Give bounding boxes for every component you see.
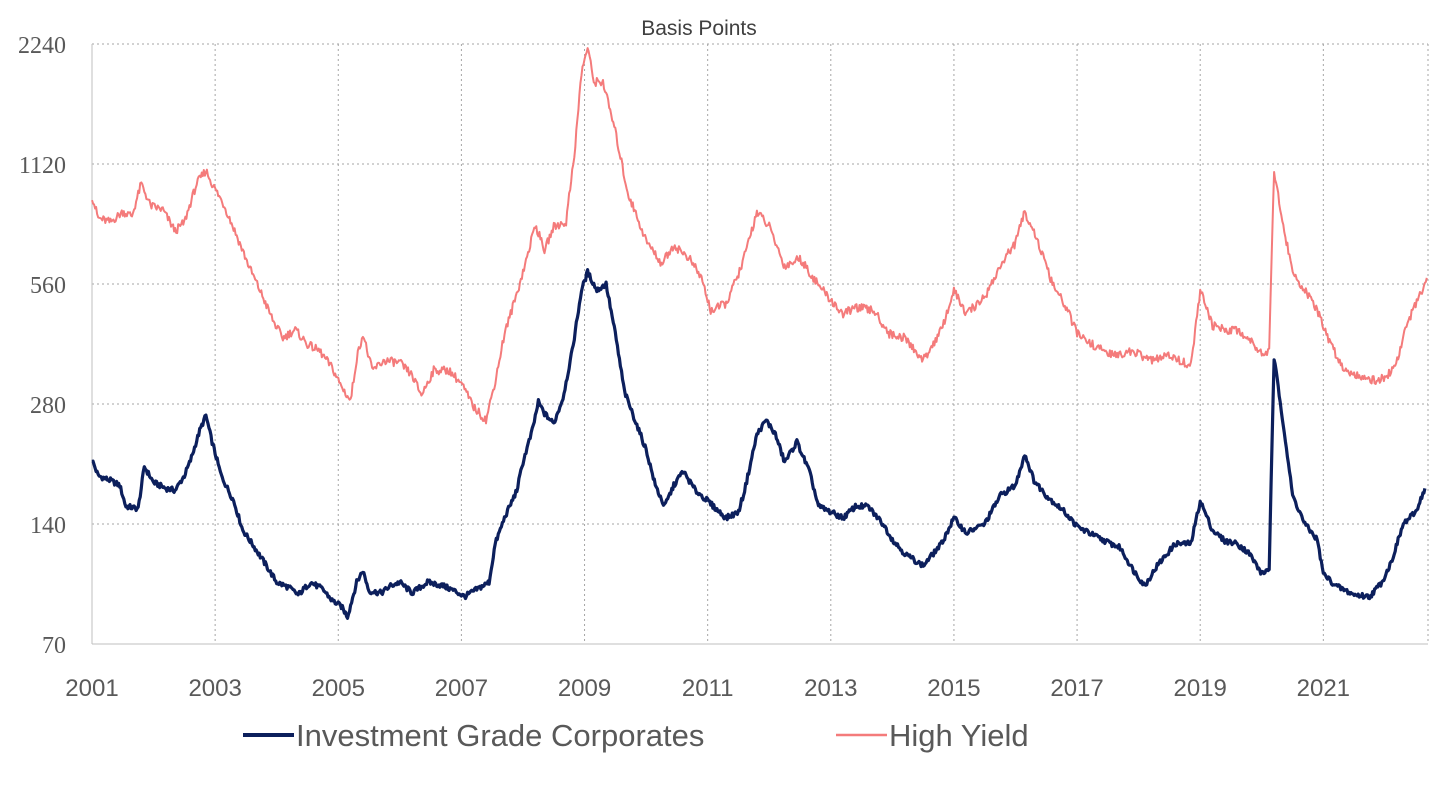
x-tick-label: 2009: [558, 675, 611, 702]
x-tick-label: 2005: [312, 675, 365, 702]
x-tick-label: 2003: [188, 675, 241, 702]
y-tick-label: 560: [30, 273, 66, 299]
x-tick-label: 2021: [1297, 675, 1350, 702]
x-tick-label: 2019: [1174, 675, 1227, 702]
y-tick-label: 1120: [19, 153, 66, 179]
x-tick-label: 2001: [65, 675, 118, 702]
x-tick-label: 2007: [435, 675, 488, 702]
x-tick-label: 2013: [804, 675, 857, 702]
series-lines: [91, 47, 1428, 620]
series-line-high-yield: [91, 47, 1428, 425]
axes: 70 140 280 560 1120 2240 2001 2003 2005 2007 2009 2…: [18, 33, 1428, 702]
x-tick-label: 2017: [1050, 675, 1103, 702]
y-tick-label: 2240: [18, 33, 66, 59]
y-tick-label: 140: [30, 513, 66, 539]
chart-title: Basis Points: [641, 17, 757, 40]
legend-label-investment-grade: Investment Grade Corporates: [296, 718, 704, 753]
grid: [92, 43, 1429, 644]
legend-label-high-yield: High Yield: [889, 718, 1029, 753]
y-tick-label: 280: [30, 393, 66, 419]
legend: Investment Grade Corporates High Yield: [243, 718, 1029, 753]
series-line-investment-grade: [91, 268, 1427, 620]
y-tick-label: 70: [42, 633, 66, 659]
x-tick-label: 2015: [927, 675, 980, 702]
x-tick-label: 2011: [682, 675, 734, 702]
